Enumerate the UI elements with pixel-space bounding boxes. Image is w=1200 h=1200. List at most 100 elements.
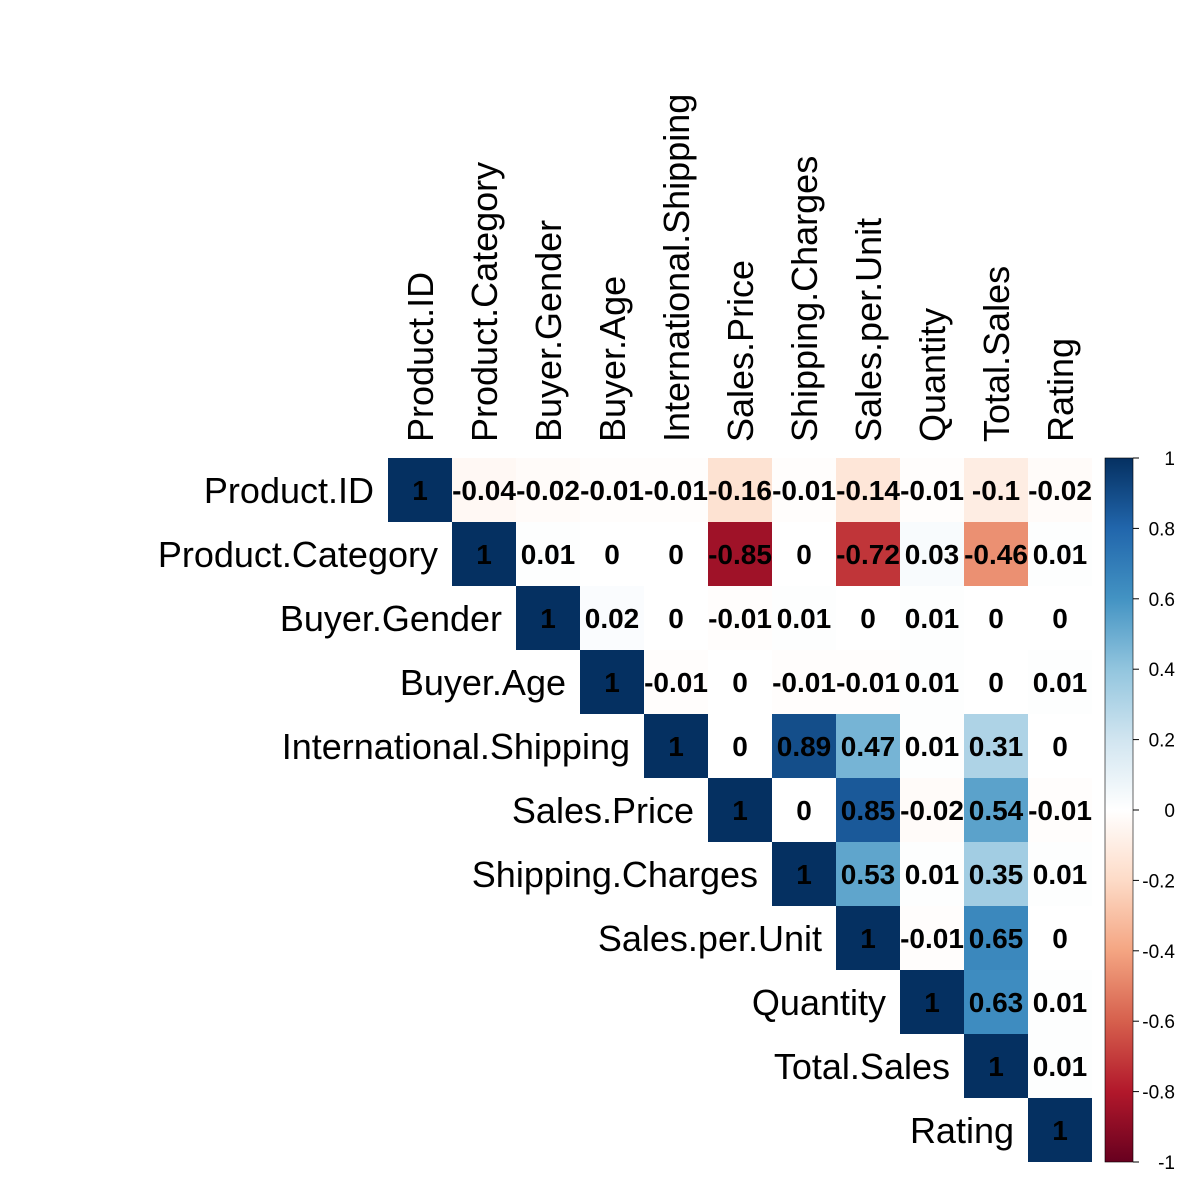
- cell-Total.Sales-Total.Sales: [964, 1034, 1028, 1098]
- cell-Quantity-Total.Sales: [964, 970, 1028, 1034]
- cell-value-Product.Category-Total.Sales: -0.46: [964, 539, 1028, 570]
- cell-value-International.Shipping-Sales.Price: 0: [732, 731, 748, 762]
- cell-Buyer.Age-Rating: [1028, 650, 1092, 714]
- cell-value-Buyer.Gender-Sales.Price: -0.01: [708, 603, 772, 634]
- cell-Product.ID-Shipping.Charges: [772, 458, 836, 522]
- row-label-Total.Sales: Total.Sales: [774, 1046, 950, 1087]
- column-label-Shipping.Charges: Shipping.Charges: [784, 156, 825, 442]
- cell-Product.Category-Rating: [1028, 522, 1092, 586]
- colorbar-gradient: [1104, 457, 1134, 1163]
- cell-value-Product.ID-Product.ID: 1: [412, 475, 428, 506]
- cell-value-International.Shipping-Quantity: 0.01: [905, 731, 960, 762]
- colorbar-tick-label: 0.8: [1149, 519, 1175, 540]
- cell-value-Total.Sales-Total.Sales: 1: [988, 1051, 1004, 1082]
- cell-Sales.Price-Total.Sales: [964, 778, 1028, 842]
- cell-value-Buyer.Age-Rating: 0.01: [1033, 667, 1088, 698]
- column-label-Rating: Rating: [1040, 338, 1081, 442]
- cell-value-Product.ID-International.Shipping: -0.01: [644, 475, 708, 506]
- cell-Buyer.Gender-Sales.Price: [708, 586, 772, 650]
- cell-Product.ID-Sales.Price: [708, 458, 772, 522]
- cell-value-Total.Sales-Rating: 0.01: [1033, 1051, 1088, 1082]
- cell-Sales.Price-Rating: [1028, 778, 1092, 842]
- cell-value-Product.ID-Shipping.Charges: -0.01: [772, 475, 836, 506]
- cell-Quantity-Rating: [1028, 970, 1092, 1034]
- row-label-Buyer.Gender: Buyer.Gender: [280, 598, 502, 639]
- cell-Shipping.Charges-Total.Sales: [964, 842, 1028, 906]
- cell-International.Shipping-Rating: [1028, 714, 1092, 778]
- column-label-Buyer.Gender: Buyer.Gender: [528, 220, 569, 442]
- cell-Product.Category-Buyer.Age: [580, 522, 644, 586]
- cell-Quantity-Quantity: [900, 970, 964, 1034]
- colorbar-tick-label: -0.8: [1142, 1083, 1175, 1104]
- cell-value-Product.ID-Rating: -0.02: [1028, 475, 1092, 506]
- cell-Sales.Price-Sales.per.Unit: [836, 778, 900, 842]
- cell-Product.Category-Sales.Price: [708, 522, 772, 586]
- row-label-Sales.per.Unit: Sales.per.Unit: [598, 918, 822, 959]
- column-label-International.Shipping: International.Shipping: [656, 94, 697, 442]
- cell-value-Product.Category-International.Shipping: 0: [668, 539, 684, 570]
- cell-Sales.Price-Quantity: [900, 778, 964, 842]
- cell-value-Product.ID-Total.Sales: -0.1: [972, 475, 1020, 506]
- cell-value-Sales.Price-Rating: -0.01: [1028, 795, 1092, 826]
- cell-value-Product.ID-Buyer.Gender: -0.02: [516, 475, 580, 506]
- row-label-Shipping.Charges: Shipping.Charges: [472, 854, 758, 895]
- row-label-Product.Category: Product.Category: [158, 534, 438, 575]
- cell-Sales.Price-Sales.Price: [708, 778, 772, 842]
- cell-Product.Category-Total.Sales: [964, 522, 1028, 586]
- cell-Product.ID-Sales.per.Unit: [836, 458, 900, 522]
- cell-International.Shipping-Shipping.Charges: [772, 714, 836, 778]
- cell-value-International.Shipping-Sales.per.Unit: 0.47: [841, 731, 896, 762]
- cell-Product.Category-Shipping.Charges: [772, 522, 836, 586]
- cell-value-Buyer.Gender-Sales.per.Unit: 0: [860, 603, 876, 634]
- cell-value-Product.Category-Sales.per.Unit: -0.72: [836, 539, 900, 570]
- column-label-Sales.per.Unit: Sales.per.Unit: [848, 218, 889, 442]
- cell-value-Sales.per.Unit-Rating: 0: [1052, 923, 1068, 954]
- cell-value-Product.ID-Sales.Price: -0.16: [708, 475, 772, 506]
- cell-Buyer.Age-Sales.Price: [708, 650, 772, 714]
- cell-value-International.Shipping-International.Shipping: 1: [668, 731, 684, 762]
- colorbar-tick-label: 0.4: [1149, 660, 1176, 681]
- cell-Shipping.Charges-Rating: [1028, 842, 1092, 906]
- cell-value-Buyer.Gender-Buyer.Gender: 1: [540, 603, 556, 634]
- cell-value-Buyer.Age-International.Shipping: -0.01: [644, 667, 708, 698]
- cell-Product.ID-Rating: [1028, 458, 1092, 522]
- row-label-Product.ID: Product.ID: [204, 470, 374, 511]
- cell-value-Buyer.Gender-Rating: 0: [1052, 603, 1068, 634]
- cell-value-Quantity-Rating: 0.01: [1033, 987, 1088, 1018]
- cell-Product.Category-Product.Category: [452, 522, 516, 586]
- cell-Buyer.Age-Total.Sales: [964, 650, 1028, 714]
- cell-value-Buyer.Gender-International.Shipping: 0: [668, 603, 684, 634]
- colorbar: 1 0.8 0.6 0.4 0.2 0 -0.2 -0.4 -0.6 -0.8 -1: [1104, 449, 1176, 1174]
- cell-Sales.per.Unit-Sales.per.Unit: [836, 906, 900, 970]
- cell-Total.Sales-Rating: [1028, 1034, 1092, 1098]
- cell-value-Sales.Price-Quantity: -0.02: [900, 795, 964, 826]
- cell-value-Buyer.Age-Quantity: 0.01: [905, 667, 960, 698]
- cell-value-Buyer.Age-Sales.Price: 0: [732, 667, 748, 698]
- cell-value-Product.ID-Buyer.Age: -0.01: [580, 475, 644, 506]
- column-labels: Product.ID Product.Category Buyer.Gender Bu…: [400, 94, 1081, 442]
- cell-value-Quantity-Quantity: 1: [924, 987, 940, 1018]
- cell-value-Product.Category-Rating: 0.01: [1033, 539, 1088, 570]
- cell-value-Buyer.Age-Buyer.Age: 1: [604, 667, 620, 698]
- cell-value-Sales.per.Unit-Sales.per.Unit: 1: [860, 923, 876, 954]
- cell-value-Buyer.Gender-Shipping.Charges: 0.01: [777, 603, 832, 634]
- row-label-Rating: Rating: [910, 1110, 1014, 1151]
- cell-value-Buyer.Gender-Total.Sales: 0: [988, 603, 1004, 634]
- cell-Buyer.Age-Sales.per.Unit: [836, 650, 900, 714]
- column-label-Total.Sales: Total.Sales: [976, 266, 1017, 442]
- cell-value-Product.Category-Shipping.Charges: 0: [796, 539, 812, 570]
- cell-Product.Category-Quantity: [900, 522, 964, 586]
- cell-Product.Category-Buyer.Gender: [516, 522, 580, 586]
- cell-value-Shipping.Charges-Sales.per.Unit: 0.53: [841, 859, 896, 890]
- cell-Buyer.Age-Buyer.Age: [580, 650, 644, 714]
- cell-Product.Category-International.Shipping: [644, 522, 708, 586]
- row-label-Quantity: Quantity: [752, 982, 886, 1023]
- cell-Shipping.Charges-Shipping.Charges: [772, 842, 836, 906]
- colorbar-tick-label: 0: [1164, 801, 1175, 822]
- row-label-Buyer.Age: Buyer.Age: [400, 662, 566, 703]
- cell-value-Buyer.Age-Sales.per.Unit: -0.01: [836, 667, 900, 698]
- colorbar-tick-label: -1: [1158, 1153, 1175, 1174]
- cell-Sales.per.Unit-Quantity: [900, 906, 964, 970]
- cell-value-Buyer.Gender-Buyer.Age: 0.02: [585, 603, 640, 634]
